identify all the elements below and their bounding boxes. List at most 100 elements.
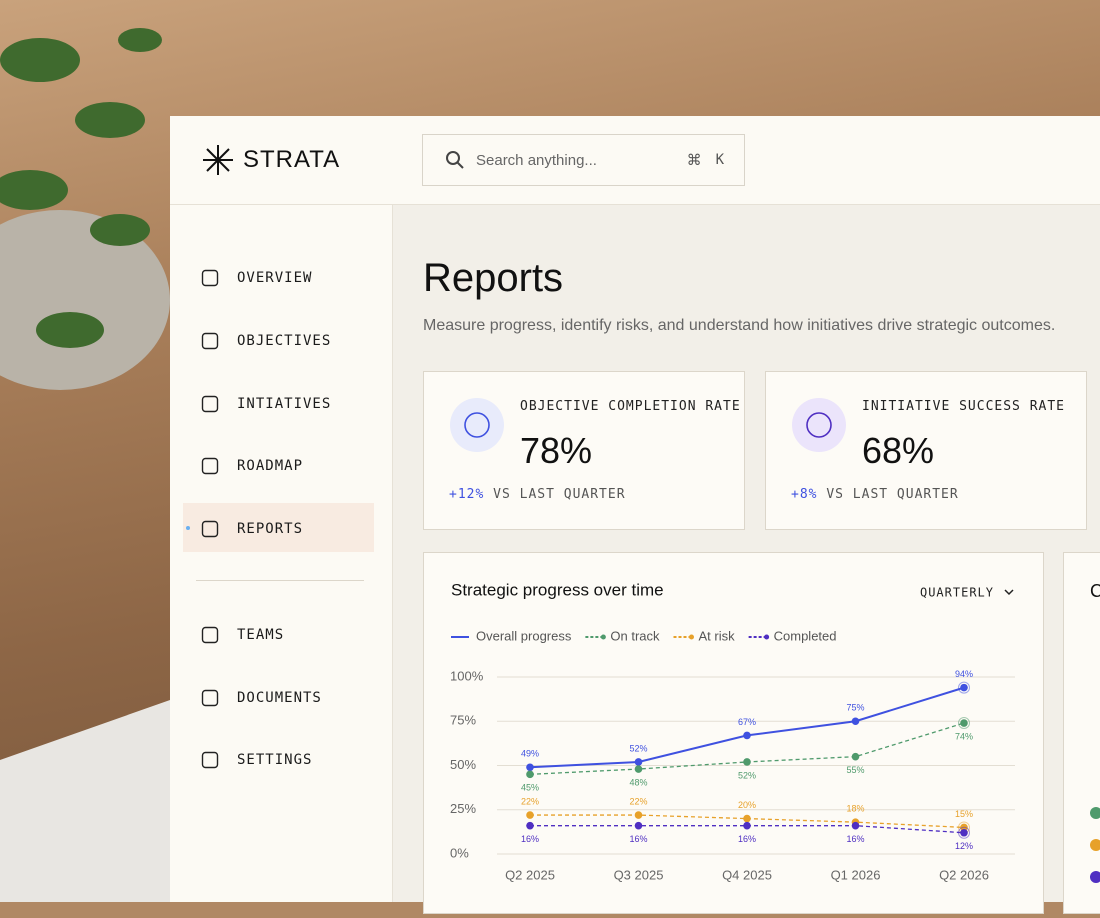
nav-icon [201,269,219,286]
period-select[interactable]: QUARTERLY [920,586,994,600]
nav-label: TEAMS [237,626,285,643]
value-label: 48% [629,777,647,787]
nav-icon [201,395,219,412]
value-label: 49% [521,749,539,759]
chart-card: Strategic progress over time QUARTERLY 0… [423,552,1044,914]
point [960,719,968,727]
value-label: 94% [955,669,973,679]
nav-item[interactable]: ROADMAP [183,441,374,490]
value-label: 20% [738,800,756,810]
kpi-icon [450,398,504,452]
value-label: 12% [955,841,973,851]
nav-label: SETTINGS [237,751,313,768]
nav-icon [201,520,219,537]
point [634,758,643,766]
x-tick-label: Q4 2025 [722,867,772,882]
x-tick-label: Q2 2025 [505,867,555,882]
point [526,763,534,772]
value-label: 52% [629,743,647,753]
y-tick-label: 100% [450,668,484,683]
point [960,828,968,837]
value-label: 45% [521,783,539,793]
search-placeholder: Search anything... [476,151,597,169]
divider [170,204,392,205]
value-label: 16% [738,834,756,844]
icon [806,412,832,438]
active-bg [183,503,374,552]
point [526,821,534,830]
nav-item[interactable]: DOCUMENTS [183,673,374,722]
nav-label: OBJECTIVES [237,332,332,349]
chart-title: Strategic progress over time [451,580,664,599]
legend-label[interactable]: Completed [774,628,837,643]
icon [464,412,490,438]
nav-item[interactable]: INTIATIVES [183,379,374,428]
kpi-value: 68% [862,430,935,471]
point-ring [958,681,970,694]
delta-value: +8% [791,487,818,502]
value-label: 18% [846,804,864,814]
legend-dot [1090,839,1100,851]
point [526,770,534,779]
shortcut-symbol: ⌘ [686,152,702,169]
delta-value: +12% [449,487,485,502]
legend-label[interactable]: On track [610,628,660,643]
value-label: 22% [629,796,647,806]
point [851,752,860,761]
kpi-icon [792,398,846,452]
point [743,758,751,766]
decor [0,28,170,902]
page-title: Reports [423,256,564,300]
active-dot [186,526,190,530]
legend-dot [1090,807,1100,819]
nav-icon [201,751,219,768]
point [634,821,643,830]
nav-item[interactable]: OVERVIEW [183,253,374,302]
y-tick-label: 25% [450,801,476,816]
search-box[interactable]: Search anything... ⌘ K [422,134,745,186]
value-label: 16% [629,834,647,844]
nav-icon [201,689,219,706]
y-tick-label: 0% [450,845,469,860]
nav-icon [201,626,219,643]
nav-icon [201,457,219,474]
kpi-card: OBJECTIVE COMPLETION RATE 78% +12% VS LAST… [423,371,745,530]
x-tick-label: Q3 2025 [614,867,664,882]
legend-label[interactable]: Overall progress [476,628,572,643]
value-label: 67% [738,717,756,727]
value-label: 15% [955,809,973,819]
logo [203,145,233,175]
kpi-label: INITIATIVE SUCCESS RATE [862,399,1066,414]
kpi-value: 78% [520,430,593,471]
point [851,717,860,726]
legend-label[interactable]: At risk [699,628,736,643]
value-label: 22% [521,796,539,806]
point [526,811,534,819]
nav-item[interactable]: REPORTS [183,504,374,553]
value-label: 74% [955,731,973,741]
x-tick-label: Q2 2026 [939,867,989,882]
nav-label: OVERVIEW [237,269,313,286]
nav-item[interactable]: TEAMS [183,610,374,659]
point [743,814,751,823]
delta-text: VS LAST QUARTER [493,487,626,502]
legend-dot [689,634,694,640]
nav-item[interactable]: SETTINGS [183,735,374,784]
shortcut-key: K [715,152,724,168]
brand: STRATA [243,146,341,173]
chevron [1004,589,1014,596]
y-tick-label: 50% [450,757,476,772]
series-line [529,722,965,775]
point-ring [958,826,970,839]
point [634,811,643,819]
series-line [529,686,965,769]
point-ring [958,717,970,730]
x-tick-label: Q1 2026 [831,867,881,882]
point [960,683,968,692]
nav-item[interactable]: OBJECTIVES [183,316,374,365]
kpi-delta: +12% VS LAST QUARTER [449,487,626,502]
y-tick-label: 75% [450,713,476,728]
legend-dot [764,634,770,640]
page-subtitle: Measure progress, identify risks, and un… [423,317,1056,334]
nav-label: REPORTS [237,520,304,537]
